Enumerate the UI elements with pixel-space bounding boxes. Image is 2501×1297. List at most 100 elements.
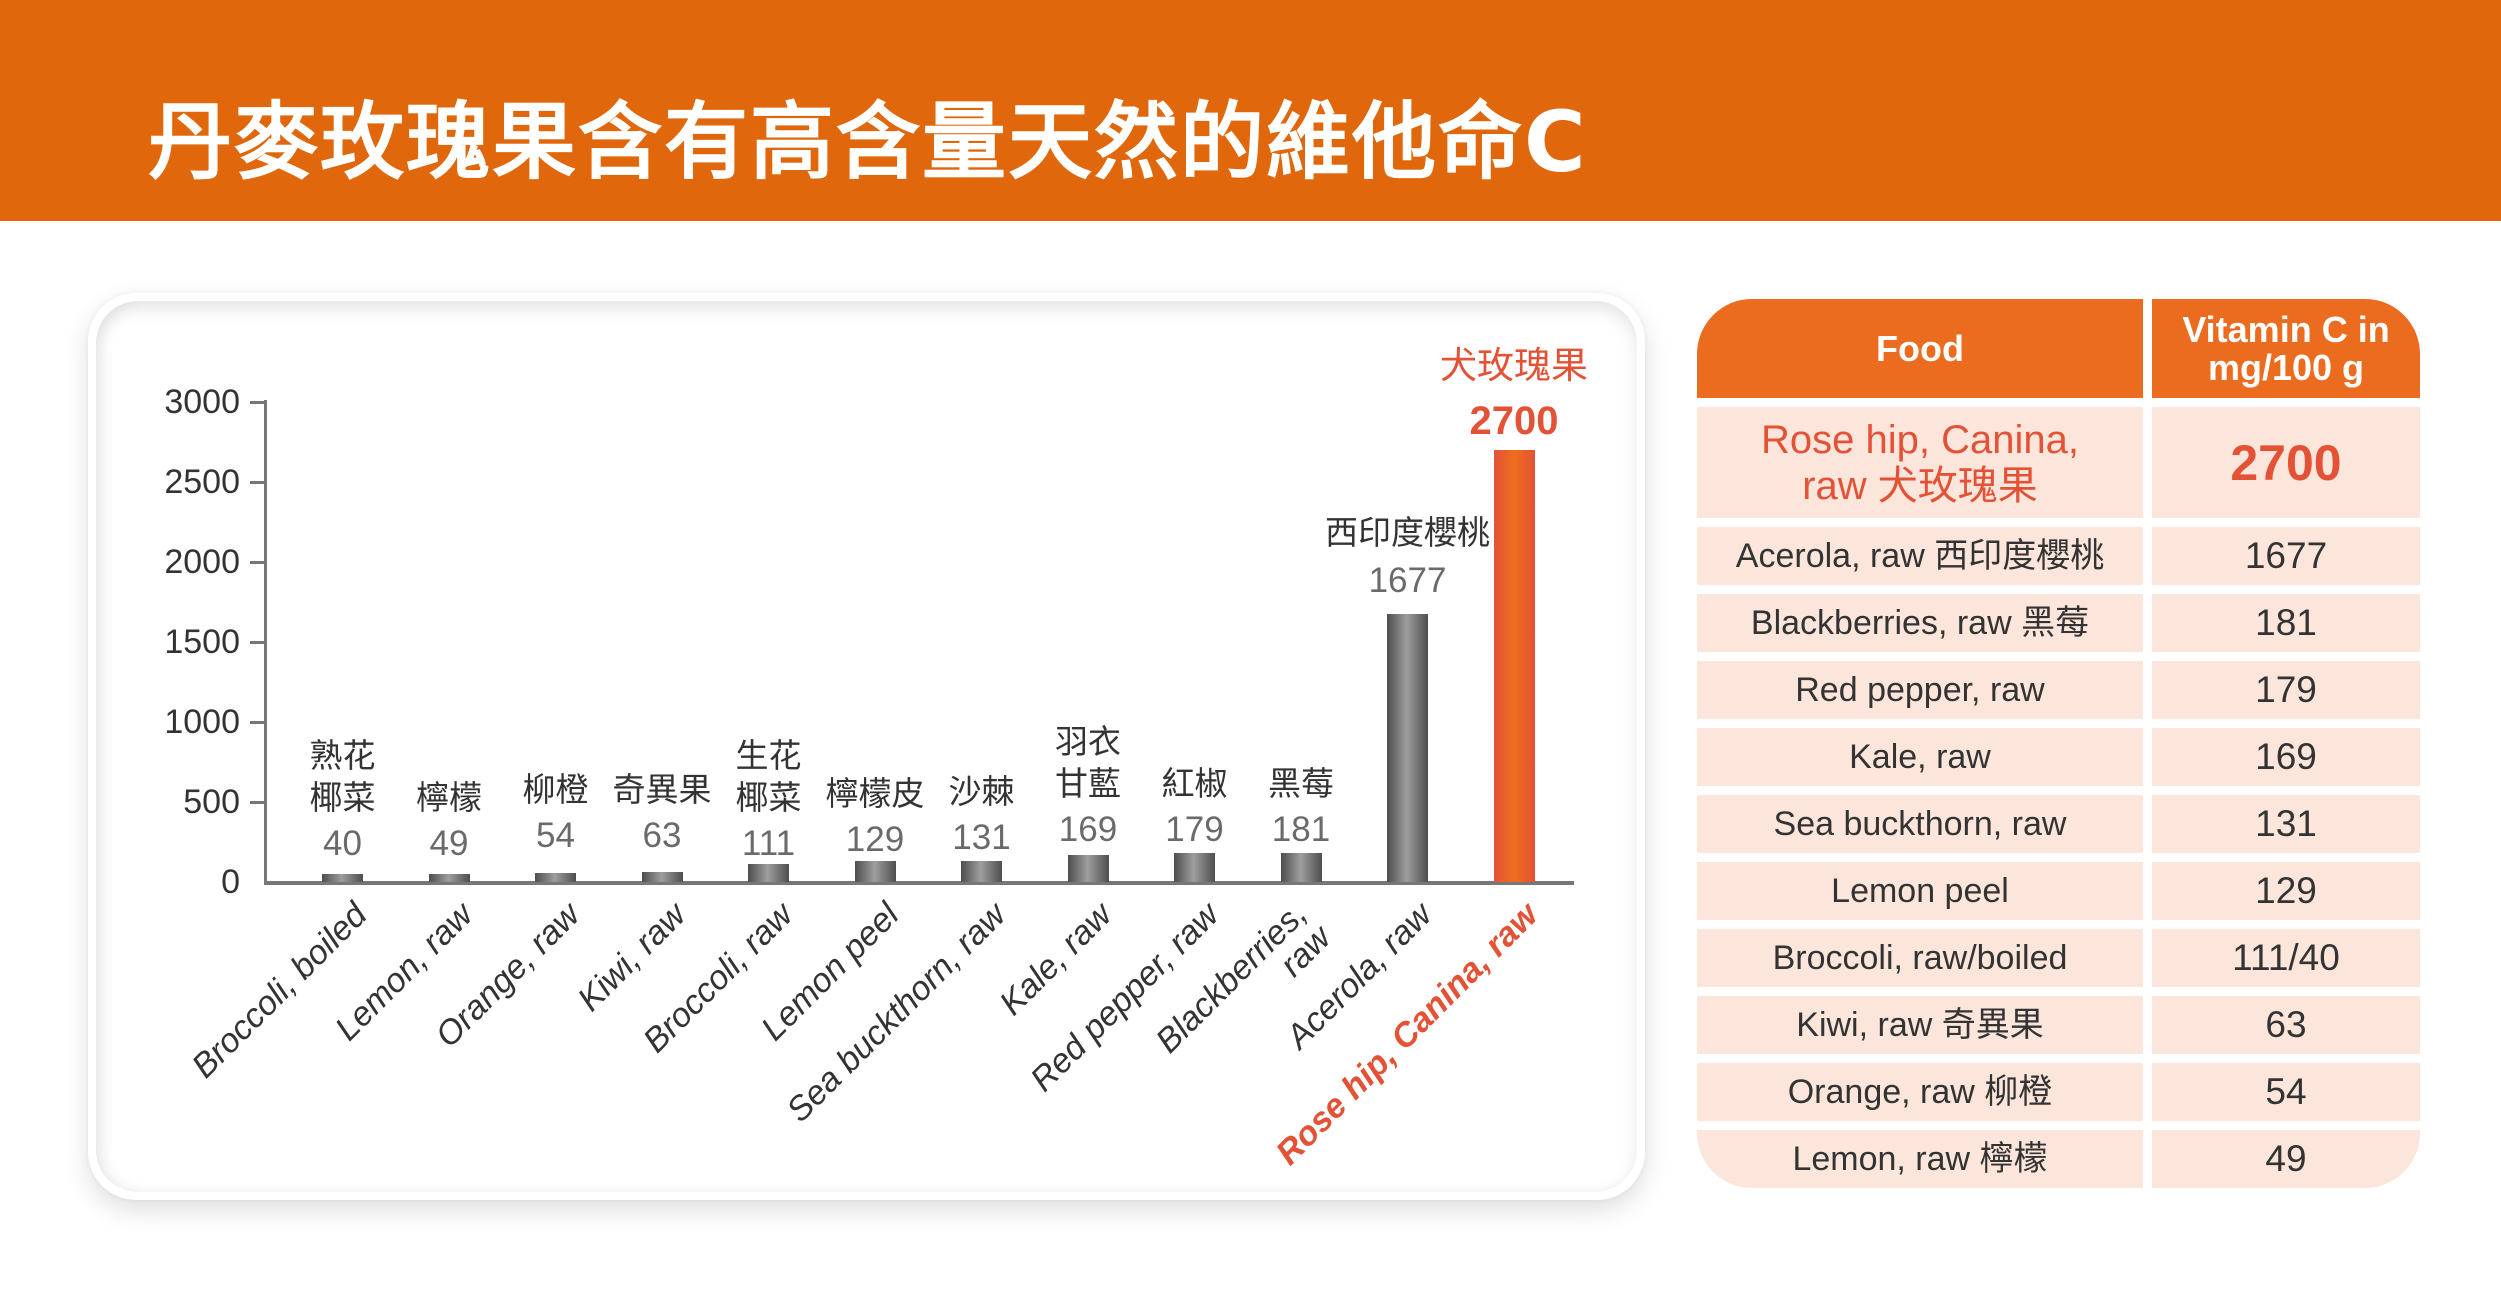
cell-food: Broccoli, raw/boiled <box>1697 929 2143 987</box>
bar <box>535 873 576 882</box>
y-tick-label: 2000 <box>164 543 240 581</box>
y-tick <box>250 801 264 804</box>
bar-chinese-label: 柳橙 <box>522 770 589 809</box>
table-row: Lemon peel 129 <box>1697 862 2420 920</box>
bar-value-label: 40 <box>323 824 362 863</box>
chart-card-inner <box>96 301 1637 1192</box>
bar-value-label: 181 <box>1271 810 1331 849</box>
cell-food-text: Lemon, raw 檸檬 <box>1792 1140 2048 1178</box>
bar-chinese-label-line1: 熟花 <box>309 736 376 775</box>
chart-card <box>88 293 1645 1200</box>
cell-value: 54 <box>2152 1063 2420 1121</box>
cell-food-text: Acerola, raw 西印度櫻桃 <box>1735 537 2105 575</box>
y-tick-label: 1500 <box>164 623 240 661</box>
bar <box>748 864 789 882</box>
bar-chinese-label: 椰菜 <box>309 778 376 817</box>
cell-food-text: Broccoli, raw/boiled <box>1772 939 2068 977</box>
cell-food-text: Kale, raw <box>1849 738 1991 776</box>
vitamin-c-table: Food Vitamin C in mg/100 g Rose hip, Can… <box>1697 299 2420 1192</box>
table-row: Blackberries, raw 黑莓 181 <box>1697 594 2420 652</box>
bar <box>1280 853 1322 882</box>
y-tick-label: 1000 <box>164 703 240 741</box>
cell-value: 1677 <box>2152 527 2420 585</box>
bar-highlight <box>1493 450 1535 882</box>
y-axis <box>264 400 267 884</box>
cell-food: Lemon, raw 檸檬 <box>1697 1130 2143 1188</box>
bar-value-label: 54 <box>536 816 575 855</box>
bar <box>1174 853 1215 882</box>
bar-value-label: 1677 <box>1368 561 1447 600</box>
cell-food-text: Orange, raw 柳橙 <box>1787 1073 2053 1111</box>
bar-chinese-label: 沙棘 <box>948 772 1015 811</box>
cell-value: 131 <box>2152 795 2420 853</box>
header-vitamin-c-label: Vitamin C in mg/100 g <box>2182 308 2390 388</box>
table-row: Kiwi, raw 奇異果 63 <box>1697 996 2420 1054</box>
table-row-highlight: Rose hip, Canina, raw 犬玫瑰果 2700 <box>1697 407 2420 518</box>
cell-food: Lemon peel <box>1697 862 2143 920</box>
y-tick <box>250 561 264 564</box>
header-vitamin-c: Vitamin C in mg/100 g <box>2152 299 2420 398</box>
cell-food: Sea buckthorn, raw <box>1697 795 2143 853</box>
cell-value: 2700 <box>2152 407 2420 518</box>
cell-food: Kale, raw <box>1697 728 2143 786</box>
cell-food: Orange, raw 柳橙 <box>1697 1063 2143 1121</box>
y-tick <box>250 721 264 724</box>
bar-chinese-label: 紅椒 <box>1161 764 1228 803</box>
cell-food: Acerola, raw 西印度櫻桃 <box>1697 527 2143 585</box>
bar <box>1067 854 1109 882</box>
table-row: Sea buckthorn, raw 131 <box>1697 795 2420 853</box>
bar-chinese-label: 檸檬 <box>416 778 482 817</box>
bar <box>1387 613 1428 882</box>
page-title: 丹麥玫瑰果含有高含量天然的維他命C <box>148 93 1588 191</box>
bar <box>428 874 470 882</box>
bar <box>854 861 896 882</box>
y-tick-label: 2500 <box>164 463 240 501</box>
title-banner: 丹麥玫瑰果含有高含量天然的維他命C <box>0 0 2501 221</box>
bar-value-label: 169 <box>1058 810 1118 849</box>
bar-chinese-label: 西印度櫻桃 <box>1325 513 1490 552</box>
bar <box>322 874 363 882</box>
table-header: Food Vitamin C in mg/100 g <box>1697 299 2420 398</box>
cell-value: 181 <box>2152 594 2420 652</box>
table-row: Lemon, raw 檸檬 49 <box>1697 1130 2420 1188</box>
cell-food: Red pepper, raw <box>1697 661 2143 719</box>
cell-food: Blackberries, raw 黑莓 <box>1697 594 2143 652</box>
bar-value-label: 129 <box>845 820 905 859</box>
bar-chinese-label: 檸檬皮 <box>825 774 925 813</box>
cell-value: 129 <box>2152 862 2420 920</box>
bar-value-label: 63 <box>642 816 682 855</box>
cell-food-text: Blackberries, raw 黑莓 <box>1750 604 2090 642</box>
header-food: Food <box>1697 299 2143 398</box>
bar-chinese-label: 犬玫瑰果 <box>1440 344 1588 387</box>
cell-value: 179 <box>2152 661 2420 719</box>
cell-food-text: Kiwi, raw 奇異果 <box>1796 1006 2044 1044</box>
cell-food-text: Sea buckthorn, raw <box>1773 805 2067 843</box>
cell-food: Rose hip, Canina, raw 犬玫瑰果 <box>1697 407 2143 518</box>
bar-value-label: 179 <box>1165 810 1224 849</box>
cell-food-text: Rose hip, Canina, raw 犬玫瑰果 <box>1761 417 2079 508</box>
cell-food-text: Red pepper, raw <box>1795 671 2045 709</box>
y-tick <box>250 481 264 484</box>
bar-chinese-label-line1: 生花 <box>735 736 802 775</box>
y-tick <box>250 401 264 404</box>
bar-value-label: 2700 <box>1469 399 1559 443</box>
bar <box>641 871 683 882</box>
bar-chinese-label-line1: 羽衣 <box>1055 722 1121 761</box>
table-row: Broccoli, raw/boiled 111/40 <box>1697 929 2420 987</box>
bar-chinese-label: 椰菜 <box>735 778 802 817</box>
bar-value-label: 111 <box>741 824 796 863</box>
x-axis <box>264 881 1574 885</box>
table-row: Orange, raw 柳橙 54 <box>1697 1063 2420 1121</box>
y-tick <box>250 641 264 644</box>
table-row: Kale, raw 169 <box>1697 728 2420 786</box>
cell-value: 111/40 <box>2152 929 2420 987</box>
cell-food: Kiwi, raw 奇異果 <box>1697 996 2143 1054</box>
bar-chinese-label: 奇異果 <box>612 770 712 809</box>
cell-value: 63 <box>2152 996 2420 1054</box>
bar-chart: 0 500 1000 1500 2000 2500 3000 40 椰菜 熟花 Broccoli, … <box>164 344 1588 1173</box>
cell-food-text: Lemon peel <box>1831 872 2009 910</box>
y-tick-label: 500 <box>183 783 240 821</box>
cell-value: 169 <box>2152 728 2420 786</box>
y-tick-label: 0 <box>221 863 240 901</box>
bar-value-label: 131 <box>952 818 1011 857</box>
